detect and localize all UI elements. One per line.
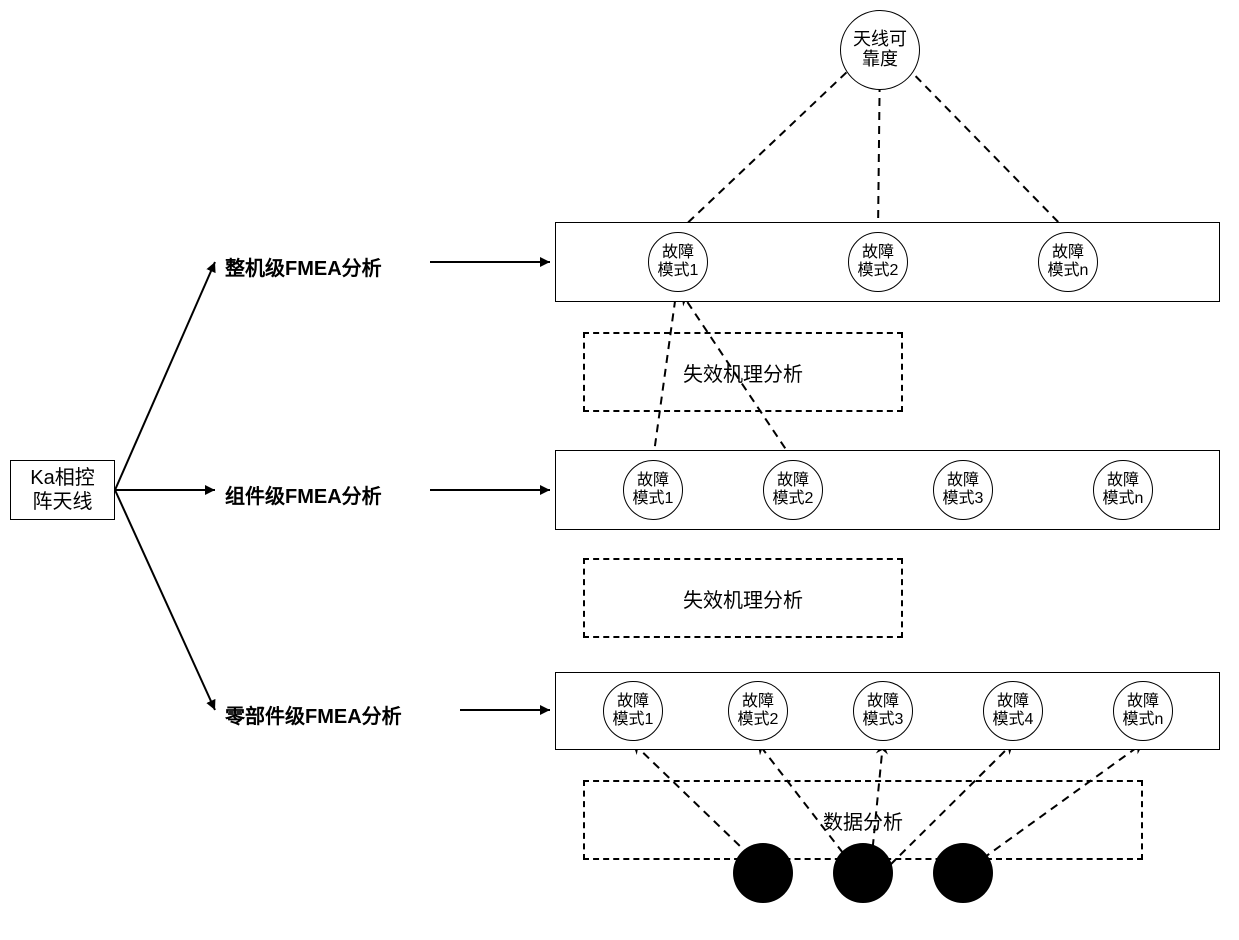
failure-mode-node: 故障 模式1 [648, 232, 708, 292]
top-reliability-node: 天线可 靠度 [840, 10, 920, 90]
level-title: 组件级FMEA分析 [225, 480, 382, 509]
failure-mode-node: 故障 模式3 [933, 460, 993, 520]
failure-mode-node: 故障 模式2 [763, 460, 823, 520]
failure-mode-node: 故障 模式4 [983, 681, 1043, 741]
data-source-node [733, 843, 793, 903]
failure-mode-node: 故障 模式1 [623, 460, 683, 520]
data-source-node [833, 843, 893, 903]
analysis-box: 失效机理分析 [583, 332, 903, 412]
failure-mode-node: 故障 模式n [1113, 681, 1173, 741]
failure-mode-node: 故障 模式n [1038, 232, 1098, 292]
level-title: 整机级FMEA分析 [225, 252, 382, 281]
level-title: 零部件级FMEA分析 [225, 700, 402, 729]
analysis-box: 失效机理分析 [583, 558, 903, 638]
root-node: Ka相控 阵天线 [10, 460, 115, 520]
data-source-node [933, 843, 993, 903]
failure-mode-node: 故障 模式3 [853, 681, 913, 741]
failure-mode-node: 故障 模式2 [848, 232, 908, 292]
failure-mode-node: 故障 模式1 [603, 681, 663, 741]
failure-mode-node: 故障 模式n [1093, 460, 1153, 520]
failure-mode-node: 故障 模式2 [728, 681, 788, 741]
